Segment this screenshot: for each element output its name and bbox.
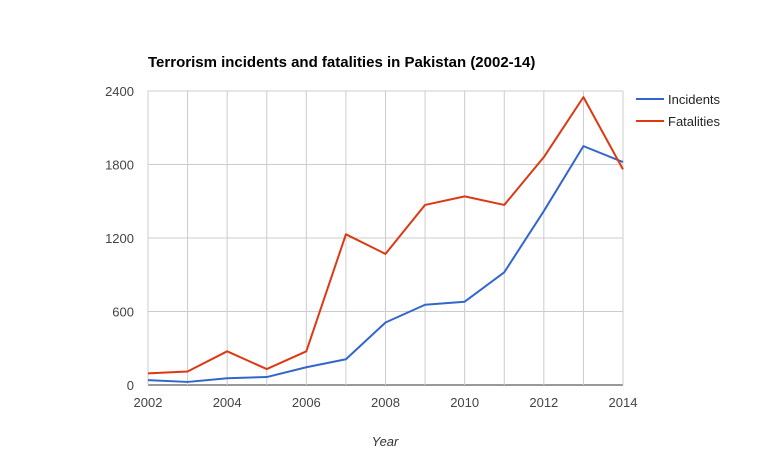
y-tick-label: 2400 — [105, 84, 134, 99]
legend-label-incidents: Incidents — [668, 92, 721, 107]
y-tick-label: 1800 — [105, 158, 134, 173]
x-axis-label: Year — [372, 434, 399, 449]
grid — [147, 90, 624, 386]
y-tick-label: 600 — [112, 305, 134, 320]
x-tick-label: 2002 — [134, 395, 163, 410]
x-tick-label: 2012 — [529, 395, 558, 410]
chart-title: Terrorism incidents and fatalities in Pa… — [148, 54, 535, 71]
x-tick-label: 2010 — [450, 395, 479, 410]
legend: Incidents Fatalities — [636, 92, 721, 129]
series-line-incidents — [147, 145, 624, 383]
x-tick-label: 2006 — [292, 395, 321, 410]
x-tick-label: 2008 — [371, 395, 400, 410]
x-tick-label: 2014 — [609, 395, 638, 410]
legend-label-fatalities: Fatalities — [668, 114, 721, 129]
y-tick-labels: 0 600 1200 1800 2400 — [105, 84, 134, 393]
x-tick-labels: 2002 2004 2006 2008 2010 2012 2014 — [134, 395, 638, 410]
series-group — [147, 96, 624, 383]
series-line-fatalities — [147, 96, 624, 375]
y-tick-label: 0 — [127, 378, 134, 393]
y-tick-label: 1200 — [105, 231, 134, 246]
x-tick-label: 2004 — [213, 395, 242, 410]
